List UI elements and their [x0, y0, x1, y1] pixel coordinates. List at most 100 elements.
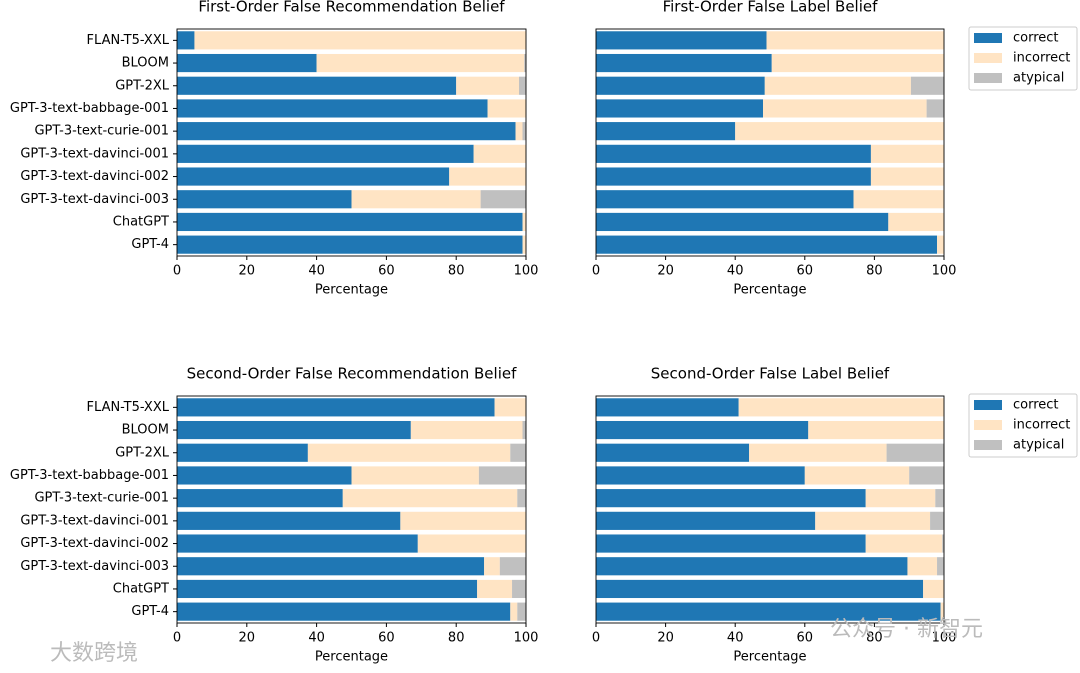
- bar-segment: [177, 420, 411, 440]
- bar-segment: [522, 122, 526, 141]
- x-tick-label: 20: [239, 631, 256, 646]
- bar-segment: [177, 167, 450, 186]
- x-tick-label: 0: [592, 631, 600, 646]
- bar-segment: [596, 167, 871, 186]
- x-tick-label: 80: [448, 631, 465, 646]
- bar-segment: [177, 398, 495, 417]
- bar-segment: [596, 53, 772, 73]
- bar-segment: [735, 122, 944, 141]
- bar-segment: [177, 489, 343, 508]
- x-tick-label: 0: [592, 264, 600, 279]
- y-tick-label: ChatGPT: [113, 581, 169, 596]
- y-tick-label: GPT-4: [131, 237, 169, 252]
- bar-segment: [177, 53, 317, 73]
- watermark: 大数跨境: [50, 641, 138, 666]
- bar-segment: [764, 76, 911, 95]
- legend-label: correct: [1013, 398, 1059, 413]
- y-tick-label: GPT-4: [131, 604, 169, 619]
- y-tick-label: FLAN-T5-XXL: [87, 33, 170, 48]
- x-tick-label: 60: [797, 631, 814, 646]
- legend-label: atypical: [1013, 71, 1064, 86]
- bar-segment: [522, 212, 526, 232]
- legend-label: incorrect: [1013, 51, 1070, 66]
- legend-swatch: [974, 440, 1002, 450]
- bar-segment: [177, 235, 523, 254]
- bar-segment: [940, 602, 944, 621]
- bar-segment: [930, 511, 944, 530]
- bar-segment: [177, 443, 308, 462]
- bar-segment: [487, 99, 526, 118]
- bar-segment: [351, 190, 481, 209]
- bar-segment: [410, 420, 523, 440]
- bar-segment: [316, 53, 525, 73]
- x-tick-label: 100: [514, 264, 539, 279]
- bar-segment: [449, 167, 526, 186]
- bar-segment: [499, 557, 526, 576]
- y-tick-label: GPT-3-text-curie-001: [34, 124, 169, 139]
- bar-segment: [524, 53, 526, 73]
- legend-swatch: [974, 420, 1002, 430]
- bar-segment: [596, 557, 908, 576]
- bar-segment: [870, 167, 944, 186]
- bar-segment: [177, 212, 523, 232]
- bar-segment: [596, 212, 889, 232]
- bar-segment: [480, 190, 526, 209]
- bar-segment: [923, 579, 944, 599]
- legend-label: correct: [1013, 31, 1059, 46]
- bar-segment: [522, 420, 526, 440]
- x-axis-label: Percentage: [315, 283, 388, 298]
- bar-segment: [484, 557, 500, 576]
- x-axis-label: Percentage: [315, 650, 388, 665]
- legend-swatch: [974, 33, 1002, 43]
- bar-segment: [738, 398, 944, 417]
- bar-segment: [771, 53, 944, 73]
- bar-segment: [177, 511, 401, 530]
- y-tick-label: GPT-3-text-davinci-001: [20, 146, 169, 161]
- bar-segment: [596, 443, 750, 462]
- bar-segment: [478, 466, 526, 485]
- bar-segment: [517, 489, 526, 508]
- y-tick-label: GPT-3-text-babbage-001: [10, 468, 169, 483]
- x-tick-label: 40: [308, 264, 325, 279]
- bar-segment: [865, 534, 943, 553]
- bar-segment: [194, 31, 526, 50]
- bar-segment: [804, 466, 910, 485]
- bar-segment: [177, 99, 488, 118]
- bar-segment: [596, 602, 941, 621]
- bar-segment: [596, 235, 938, 254]
- bar-segment: [763, 99, 927, 118]
- bar-segment: [417, 534, 526, 553]
- x-tick-label: 80: [866, 264, 883, 279]
- y-tick-label: GPT-2XL: [115, 78, 170, 93]
- x-tick-label: 20: [657, 264, 674, 279]
- legend-swatch: [974, 73, 1002, 83]
- bar-segment: [510, 602, 518, 621]
- x-tick-label: 20: [239, 264, 256, 279]
- bar-segment: [749, 443, 887, 462]
- axes-frame: [595, 28, 945, 257]
- y-tick-label: GPT-3-text-davinci-003: [20, 559, 169, 574]
- bar-segment: [177, 122, 516, 141]
- bar-segment: [510, 443, 526, 462]
- bar-segment: [909, 466, 944, 485]
- x-tick-label: 80: [448, 264, 465, 279]
- x-axis-label: Percentage: [733, 283, 806, 298]
- y-tick-label: ChatGPT: [113, 214, 169, 229]
- bar-segment: [596, 31, 767, 50]
- x-tick-label: 40: [727, 631, 744, 646]
- bar-segment: [596, 144, 871, 163]
- bar-segment: [177, 76, 457, 95]
- bar-segment: [342, 489, 518, 508]
- bar-segment: [596, 579, 924, 599]
- bar-segment: [177, 144, 474, 163]
- x-tick-label: 60: [378, 631, 395, 646]
- x-tick-label: 60: [378, 264, 395, 279]
- y-tick-label: GPT-3-text-curie-001: [34, 491, 169, 506]
- bar-segment: [400, 511, 526, 530]
- bar-segment: [177, 190, 352, 209]
- y-tick-label: BLOOM: [122, 423, 169, 438]
- bar-segment: [456, 76, 520, 95]
- bar-segment: [596, 99, 764, 118]
- chart-title: First-Order False Label Belief: [663, 0, 879, 16]
